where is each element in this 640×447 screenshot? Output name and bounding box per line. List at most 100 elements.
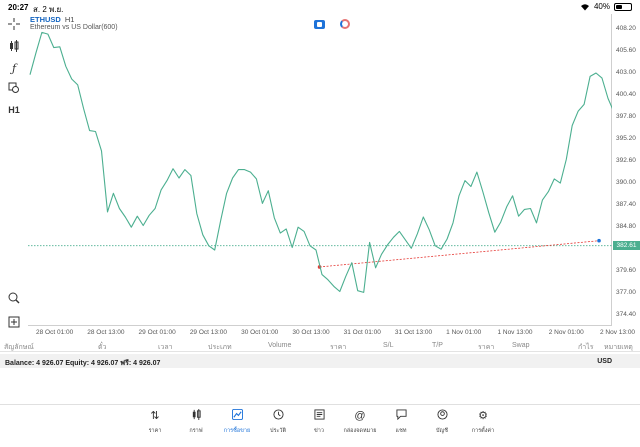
- candles-icon: [176, 409, 216, 423]
- y-tick-label: 387.40: [616, 201, 636, 209]
- column-header[interactable]: สัญลักษณ์: [4, 344, 34, 351]
- tab-chat[interactable]: แชท: [381, 409, 421, 441]
- x-tick-label: 1 Nov 01:00: [446, 329, 482, 336]
- status-date: ส. 2 พ.ย.: [33, 5, 64, 14]
- one-click-trade-mark: [317, 22, 322, 27]
- price-series-line: [29, 31, 612, 293]
- column-header[interactable]: ราคา: [478, 344, 495, 351]
- trade-chart-icon: [217, 409, 257, 423]
- tab-mailbox[interactable]: @ กล่องจดหมาย: [340, 409, 380, 441]
- tab-label: กล่องจดหมาย: [343, 428, 377, 434]
- trendline[interactable]: [319, 240, 600, 268]
- x-tick-label: 30 Oct 13:00: [292, 329, 330, 336]
- tab-candles[interactable]: กราฟ: [176, 409, 216, 441]
- x-tick-label: 1 Nov 13:00: [497, 329, 533, 336]
- x-tick-label: 29 Oct 01:00: [138, 329, 176, 336]
- column-header[interactable]: Swap: [512, 342, 530, 349]
- y-tick-label: 392.60: [616, 157, 636, 165]
- add-icon[interactable]: [6, 314, 22, 330]
- chart-indicator-label: Ethereum vs US Dollar(600): [30, 24, 118, 31]
- bottom-tab-bar: ⇅ ราคา กราฟ การซื้อขาย ประวัติ ข่าว @ กล่องจดหม…: [0, 404, 640, 447]
- zoom-icon[interactable]: [6, 290, 22, 306]
- y-tick-label: 395.20: [616, 135, 636, 143]
- tab-news[interactable]: ข่าว: [299, 409, 339, 441]
- tab-label: ข่าว: [314, 428, 324, 434]
- y-tick-label: 384.80: [616, 223, 636, 231]
- tab-arrows-updown[interactable]: ⇅ ราคา: [135, 409, 175, 441]
- y-tick-label: 405.60: [616, 47, 636, 55]
- symbol-name: ETHUSD: [30, 15, 61, 24]
- settings-icon: ⚙: [478, 410, 488, 422]
- x-tick-label: 29 Oct 13:00: [189, 329, 228, 336]
- tab-label: ประวัติ: [269, 428, 287, 434]
- column-header[interactable]: S/L: [383, 342, 394, 349]
- y-tick-label: 403.00: [616, 69, 636, 77]
- balance-row: Balance: 4 926.07 Equity: 4 926.07 ฟรี: …: [0, 354, 640, 368]
- news-icon: [299, 409, 339, 423]
- x-tick-label: 28 Oct 01:00: [36, 329, 74, 336]
- status-bar: 20:27 ส. 2 พ.ย. 40%: [0, 0, 640, 14]
- x-tick-label: 2 Nov 01:00: [548, 329, 584, 336]
- y-tick-label: 397.80: [616, 113, 636, 121]
- battery-percent: 40%: [593, 2, 610, 11]
- wifi-icon: [580, 3, 589, 10]
- tab-settings[interactable]: ⚙ การตั้งค่า: [463, 409, 503, 441]
- column-header[interactable]: ราคา: [330, 344, 347, 351]
- current-price-tag: 382.61: [613, 241, 640, 251]
- tab-label: ราคา: [148, 428, 162, 434]
- column-header[interactable]: ตั๋ว: [98, 344, 107, 351]
- column-header[interactable]: Volume: [268, 342, 292, 349]
- time-axis: 28 Oct 01:00 28 Oct 13:00 29 Oct 01:00 29 O…: [28, 326, 635, 338]
- column-header[interactable]: ประเภท: [208, 344, 232, 351]
- column-header[interactable]: กำไร: [578, 344, 594, 351]
- objects-icon[interactable]: [6, 80, 22, 96]
- tab-label: กราฟ: [189, 428, 203, 434]
- tab-account[interactable]: บัญชี: [422, 409, 462, 441]
- positions-table-header: สัญลักษณ์ ตั๋ว เวลา ประเภท Volume ราคา S/L T/P ร…: [0, 340, 640, 352]
- tab-trade-chart[interactable]: การซื้อขาย: [217, 409, 257, 441]
- tab-label: การตั้งค่า: [471, 428, 495, 434]
- x-tick-label: 30 Oct 01:00: [241, 329, 279, 336]
- timeframe-button[interactable]: H1: [8, 105, 20, 115]
- y-tick-label: 390.00: [616, 179, 636, 187]
- price-chart[interactable]: [28, 14, 612, 326]
- price-axis: 408.20 405.60 403.00 400.40 397.80 395.20 392.…: [612, 14, 640, 326]
- column-header[interactable]: เวลา: [158, 344, 173, 351]
- tab-label: การซื้อขาย: [223, 428, 251, 434]
- arrows-updown-icon: ⇅: [150, 410, 160, 422]
- y-tick-label: 377.00: [616, 289, 636, 297]
- account-icon: [422, 409, 462, 423]
- account-summary: Balance: 4 926.07 Equity: 4 926.07 ฟรี: …: [5, 360, 161, 367]
- chart-type-icon[interactable]: [6, 38, 22, 54]
- battery-icon: [614, 2, 632, 11]
- trendline-end-point[interactable]: [597, 238, 601, 243]
- drawing-toolbar: ƒ H1: [0, 14, 28, 334]
- y-tick-label: 400.40: [616, 91, 636, 99]
- mailbox-icon: @: [354, 410, 366, 422]
- history-icon: [258, 409, 298, 423]
- battery-fill: [616, 4, 622, 9]
- column-header[interactable]: T/P: [432, 342, 443, 349]
- crosshair-icon[interactable]: [6, 16, 22, 32]
- chat-icon: [381, 409, 421, 423]
- tab-label: แชท: [395, 428, 407, 434]
- column-header[interactable]: หมายเหตุ: [604, 344, 633, 351]
- tab-history[interactable]: ประวัติ: [258, 409, 298, 441]
- account-currency: USD: [597, 358, 612, 365]
- symbol-timeframe: H1: [64, 15, 75, 24]
- tab-label: บัญชี: [436, 428, 448, 434]
- y-tick-label: 408.20: [616, 25, 636, 32]
- status-right: 40%: [580, 2, 632, 11]
- x-tick-label: 28 Oct 13:00: [87, 329, 125, 336]
- x-tick-label: 31 Oct 01:00: [343, 329, 381, 336]
- one-click-trade-icon[interactable]: [314, 20, 325, 29]
- x-tick-label: 31 Oct 13:00: [394, 329, 433, 336]
- chart-area[interactable]: [28, 14, 612, 326]
- y-tick-label: 374.40: [616, 311, 636, 319]
- status-time: 20:27: [8, 3, 29, 12]
- indicators-icon[interactable]: ƒ: [11, 61, 17, 75]
- signal-icon[interactable]: [340, 19, 350, 29]
- y-tick-label: 379.60: [616, 267, 636, 275]
- x-tick-label: 2 Nov 13:00: [600, 329, 636, 336]
